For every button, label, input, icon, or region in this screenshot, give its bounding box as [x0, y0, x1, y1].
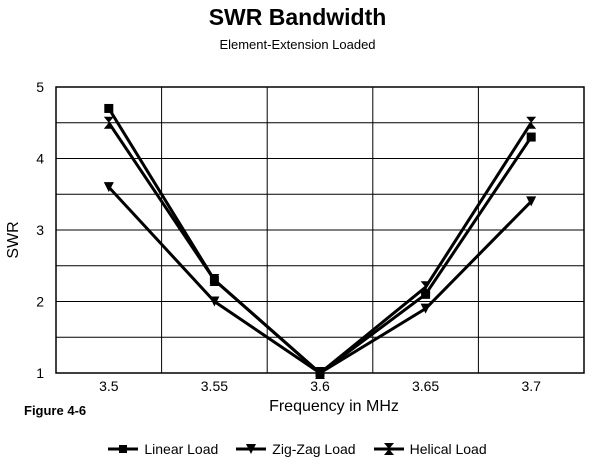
- data-point-hourglass: [209, 274, 220, 281]
- legend-item-zig-zag-load: Zig-Zag Load: [236, 441, 356, 457]
- hourglass-marker-icon: [373, 443, 404, 455]
- chart-legend: Linear Load Zig-Zag Load Helical Load: [0, 441, 595, 457]
- triangle-down-marker-icon: [236, 444, 267, 454]
- chart-subtitle: Element-Extension Loaded: [219, 37, 376, 52]
- data-point-triangle: [103, 182, 114, 193]
- data-point-hourglass: [420, 287, 431, 294]
- legend-item-helical-load: Helical Load: [373, 441, 487, 457]
- data-point-triangle: [526, 196, 537, 207]
- figure-label: Figure 4-6: [24, 403, 87, 418]
- data-point-hourglass: [209, 280, 220, 287]
- x-axis-label: Frequency in MHz: [269, 398, 399, 415]
- data-point-hourglass: [103, 122, 114, 129]
- data-point-hourglass: [315, 373, 325, 379]
- data-point-hourglass: [103, 116, 114, 123]
- data-point-triangle: [420, 303, 431, 314]
- x-tick-label: 3.6: [310, 378, 330, 394]
- x-tick-label: 3.5: [99, 378, 119, 394]
- x-tick-label: 3.55: [201, 378, 228, 394]
- x-tick-label: 3.65: [412, 378, 439, 394]
- data-point-triangle: [209, 296, 220, 307]
- data-point-hourglass: [420, 281, 431, 288]
- data-point-square: [421, 289, 431, 299]
- legend-item-linear-load: Linear Load: [108, 441, 218, 457]
- y-tick-label: 4: [36, 151, 44, 167]
- legend-label: Zig-Zag Load: [272, 441, 356, 457]
- data-point-hourglass: [526, 116, 537, 123]
- legend-label: Linear Load: [144, 441, 219, 457]
- data-point-square: [526, 132, 536, 142]
- square-marker-icon: [108, 445, 139, 453]
- y-tick-label: 2: [36, 294, 44, 310]
- data-point-hourglass: [526, 122, 537, 129]
- y-axis-label: SWR: [5, 221, 22, 259]
- y-tick-label: 3: [36, 222, 44, 238]
- data-point-square: [104, 103, 114, 113]
- data-point-hourglass: [315, 367, 325, 373]
- x-tick-label: 3.7: [521, 378, 541, 394]
- chart-title: SWR Bandwidth: [208, 4, 387, 30]
- legend-label: Helical Load: [409, 441, 487, 457]
- y-tick-label: 5: [36, 79, 44, 95]
- y-tick-label: 1: [36, 365, 44, 381]
